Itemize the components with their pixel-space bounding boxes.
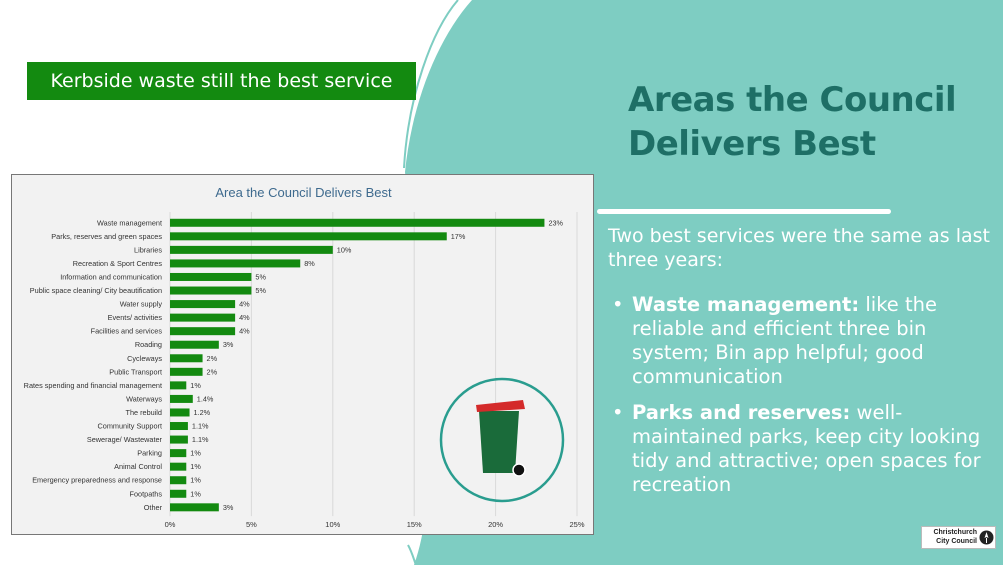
category-label: Events/ activities: [108, 313, 163, 322]
x-tick-label: 5%: [246, 520, 257, 529]
data-label: 5%: [255, 272, 266, 281]
data-label: 8%: [304, 259, 315, 268]
bullet-text: well-maintained parks, keep city looking…: [632, 401, 981, 496]
data-label: 1.4%: [197, 394, 214, 403]
title-underline: [597, 209, 891, 214]
x-tick-label: 0%: [165, 520, 176, 529]
bar: [170, 232, 447, 241]
category-label: Parking: [137, 449, 162, 458]
data-label: 4%: [239, 300, 250, 309]
bar: [170, 394, 193, 403]
bullet-dot-icon: •: [612, 293, 624, 316]
data-label: 1%: [190, 449, 201, 458]
bar: [170, 272, 252, 281]
category-label: Rates spending and financial management: [24, 381, 162, 390]
bullet-dot-icon: •: [612, 401, 624, 424]
category-label: Community Support: [98, 422, 162, 431]
category-label: Public Transport: [109, 367, 162, 376]
bar: [170, 449, 187, 458]
category-label: Parks, reserves and green spaces: [51, 232, 162, 241]
bullet-list: • Waste management: like the reliable and…: [612, 293, 1000, 509]
category-label: Waste management: [97, 218, 162, 227]
category-label: Recreation & Sport Centres: [73, 259, 163, 268]
data-label: 2%: [207, 367, 218, 376]
bar: [170, 327, 236, 336]
bar: [170, 489, 187, 498]
data-label: 23%: [548, 218, 563, 227]
category-label: Footpaths: [130, 489, 163, 498]
bar: [170, 435, 188, 444]
category-label: Information and communication: [60, 272, 162, 281]
category-label: Animal Control: [114, 462, 162, 471]
x-tick-label: 20%: [488, 520, 503, 529]
intro-text: Two best services were the same as last …: [608, 225, 991, 271]
teal-arc-line: [403, 0, 459, 169]
bar: [170, 313, 236, 322]
chart-plot: Waste management 23% Parks, reserves and g…: [24, 212, 585, 529]
data-label: 1.1%: [192, 422, 209, 431]
chart-title: Area the Council Delivers Best: [215, 185, 392, 200]
bullet-parks-reserves: • Parks and reserves: well-maintained par…: [612, 401, 1000, 497]
data-label: 1%: [190, 489, 201, 498]
data-label: 1%: [190, 462, 201, 471]
data-label: 4%: [239, 327, 250, 336]
category-label: Facilities and services: [91, 327, 163, 336]
category-label: Waterways: [126, 394, 162, 403]
slide-title: Areas the Council Delivers Best: [628, 80, 957, 164]
category-label: Public space cleaning/ City beautificati…: [30, 286, 162, 295]
teal-arc-line-bottom: [407, 544, 417, 565]
data-label: 4%: [239, 313, 250, 322]
bar: [170, 286, 252, 295]
category-label: Other: [144, 503, 163, 512]
bar: [170, 408, 190, 417]
bar: [170, 462, 187, 471]
logo-text: Christchurch City Council: [933, 529, 977, 545]
bullet-heading: Waste management:: [632, 293, 860, 316]
bullet-waste-management: • Waste management: like the reliable and…: [612, 293, 1000, 389]
bar: [170, 340, 219, 349]
bar: [170, 245, 333, 254]
data-label: 3%: [223, 340, 234, 349]
headline-banner: Kerbside waste still the best service: [27, 62, 416, 100]
category-label: Libraries: [134, 245, 162, 254]
category-label: The rebuild: [125, 408, 162, 417]
data-label: 1%: [190, 476, 201, 485]
x-tick-label: 15%: [407, 520, 422, 529]
council-logo: Christchurch City Council: [921, 526, 996, 549]
data-label: 10%: [337, 245, 352, 254]
data-label: 1.1%: [192, 435, 209, 444]
bullet-text: like the reliable and efficient three bi…: [632, 293, 938, 388]
bar: [170, 422, 188, 431]
bar-chart: Area the Council Delivers Best Waste man…: [11, 174, 594, 535]
data-label: 3%: [223, 503, 234, 512]
bar: [170, 476, 187, 485]
christchurch-logo-icon: [979, 530, 994, 545]
x-tick-label: 10%: [325, 520, 340, 529]
x-tick-label: 25%: [569, 520, 584, 529]
bar: [170, 367, 203, 376]
data-label: 1%: [190, 381, 201, 390]
category-label: Water supply: [120, 300, 163, 309]
data-label: 2%: [207, 354, 218, 363]
bar: [170, 259, 301, 268]
bullet-heading: Parks and reserves:: [632, 401, 851, 424]
bar: [170, 218, 545, 227]
bar: [170, 354, 203, 363]
category-label: Sewerage/ Wastewater: [87, 435, 163, 444]
bar: [170, 381, 187, 390]
category-label: Cycleways: [127, 354, 162, 363]
category-label: Emergency preparedness and response: [32, 476, 162, 485]
bar: [170, 503, 219, 512]
data-label: 17%: [451, 232, 466, 241]
category-label: Roading: [135, 340, 162, 349]
data-label: 5%: [255, 286, 266, 295]
data-label: 1.2%: [194, 408, 211, 417]
bar: [170, 300, 236, 309]
